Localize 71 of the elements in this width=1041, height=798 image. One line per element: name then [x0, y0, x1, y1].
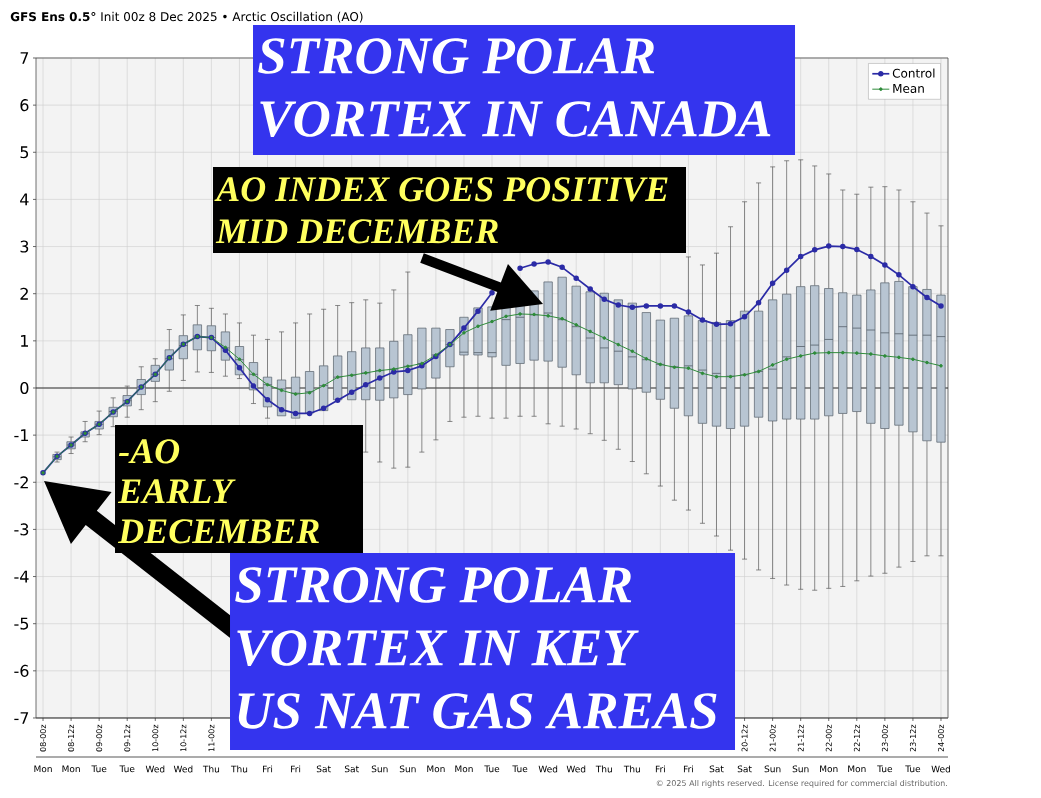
x-tick-label: Fri — [291, 765, 301, 773]
legend-label: Control — [892, 68, 935, 78]
text: © 2025 All rights reserved. License required for commercial distribution. — [656, 779, 947, 788]
y-tick-label: -6 — [14, 664, 29, 677]
x-tick-label: Sat — [316, 765, 331, 773]
x2-tick-label: 22-00z — [825, 724, 832, 752]
y-tick-label: 1 — [21, 335, 29, 347]
x2-tick-label: 23-12z — [909, 724, 916, 752]
annotation: AO INDEX GOES POSITIVE MID DECEMBER — [214, 177, 668, 244]
x-tick-label: Thu — [202, 765, 220, 773]
x-tick-label: Sat — [737, 765, 752, 773]
x2-tick-label: 21-00z — [769, 724, 776, 752]
x-tick-label: Sun — [399, 765, 416, 773]
x-tick-label: Mon — [34, 765, 52, 773]
x-tick-label: Sat — [709, 765, 724, 773]
x-tick-label: Sun — [764, 765, 781, 773]
x2-tick-label: 24-00z — [937, 724, 945, 752]
x-tick-label: Mon — [455, 765, 473, 773]
x2-tick-label: 10-12z — [180, 724, 187, 752]
x-tick-label: Fri — [683, 765, 693, 773]
x-tick-label: Sun — [792, 765, 809, 773]
x-tick-label: Tue — [119, 765, 135, 773]
y-tick-label: 0 — [20, 381, 29, 395]
x-tick-label: Sat — [344, 765, 359, 773]
x-tick-label: Thu — [230, 765, 248, 773]
x2-tick-label: 08-00z — [40, 724, 47, 752]
x-tick-label: Tue — [91, 765, 107, 773]
x2-tick-label: 09-12z — [124, 724, 131, 752]
x-tick-label: Fri — [655, 765, 665, 773]
x2-tick-label: 22-12z — [853, 724, 860, 752]
x-tick-label: Fri — [263, 765, 273, 773]
chart-title: GFS Ens 0.5° Init 00z 8 Dec 2025 • Arctic Oscillation (AO) — [10, 11, 363, 23]
x2-tick-label: 08-12z — [68, 724, 75, 752]
x-tick-label: Sun — [371, 765, 388, 773]
x2-tick-label: 23-00z — [881, 724, 888, 752]
x-tick-label: Wed — [566, 765, 586, 773]
y-tick-label: -1 — [14, 429, 29, 441]
x-tick-label: Tue — [512, 765, 528, 773]
y-tick-label: -2 — [14, 476, 28, 489]
legend-label: Mean — [893, 84, 924, 93]
y-tick-label: 5 — [20, 146, 29, 159]
x-tick-label: Thu — [595, 765, 612, 773]
y-tick-label: 3 — [20, 240, 29, 253]
x-tick-label: Tue — [877, 765, 893, 773]
y-tick-label: -5 — [14, 617, 29, 630]
y-tick-label: -7 — [14, 712, 29, 724]
y-tick-label: 4 — [20, 193, 29, 206]
x-tick-label: Wed — [538, 765, 558, 773]
y-tick-label: -3 — [14, 523, 29, 536]
x-tick-label: Thu — [623, 765, 640, 773]
x-tick-label: Mon — [820, 765, 838, 773]
x-tick-label: Tue — [905, 765, 921, 773]
x-tick-label: Wed — [145, 765, 165, 773]
y-tick-label: 2 — [20, 287, 28, 300]
x2-tick-label: 10-00z — [152, 724, 159, 752]
x-tick-label: Mon — [427, 765, 445, 773]
annotation: -AO EARLY DECEMBER — [117, 439, 319, 544]
x-tick-label: Tue — [484, 765, 500, 773]
x2-tick-label: 11-00z — [208, 724, 215, 752]
y-tick-label: 7 — [20, 52, 29, 64]
x2-tick-label: 09-00z — [96, 724, 103, 752]
y-tick-label: 6 — [20, 99, 29, 112]
y-tick-label: -4 — [14, 570, 29, 583]
x-tick-label: Mon — [62, 765, 80, 773]
x2-tick-label: 20-12z — [741, 724, 748, 752]
annotation: STRONG POLAR VORTEX IN CANADA — [258, 38, 771, 138]
x-tick-label: Wed — [931, 765, 950, 773]
x2-tick-label: 21-12z — [797, 724, 804, 752]
x-tick-label: Wed — [173, 765, 193, 773]
annotation: STRONG POLAR VORTEX IN KEY US NAT GAS AREAS — [235, 567, 717, 729]
x-tick-label: Mon — [848, 765, 866, 773]
